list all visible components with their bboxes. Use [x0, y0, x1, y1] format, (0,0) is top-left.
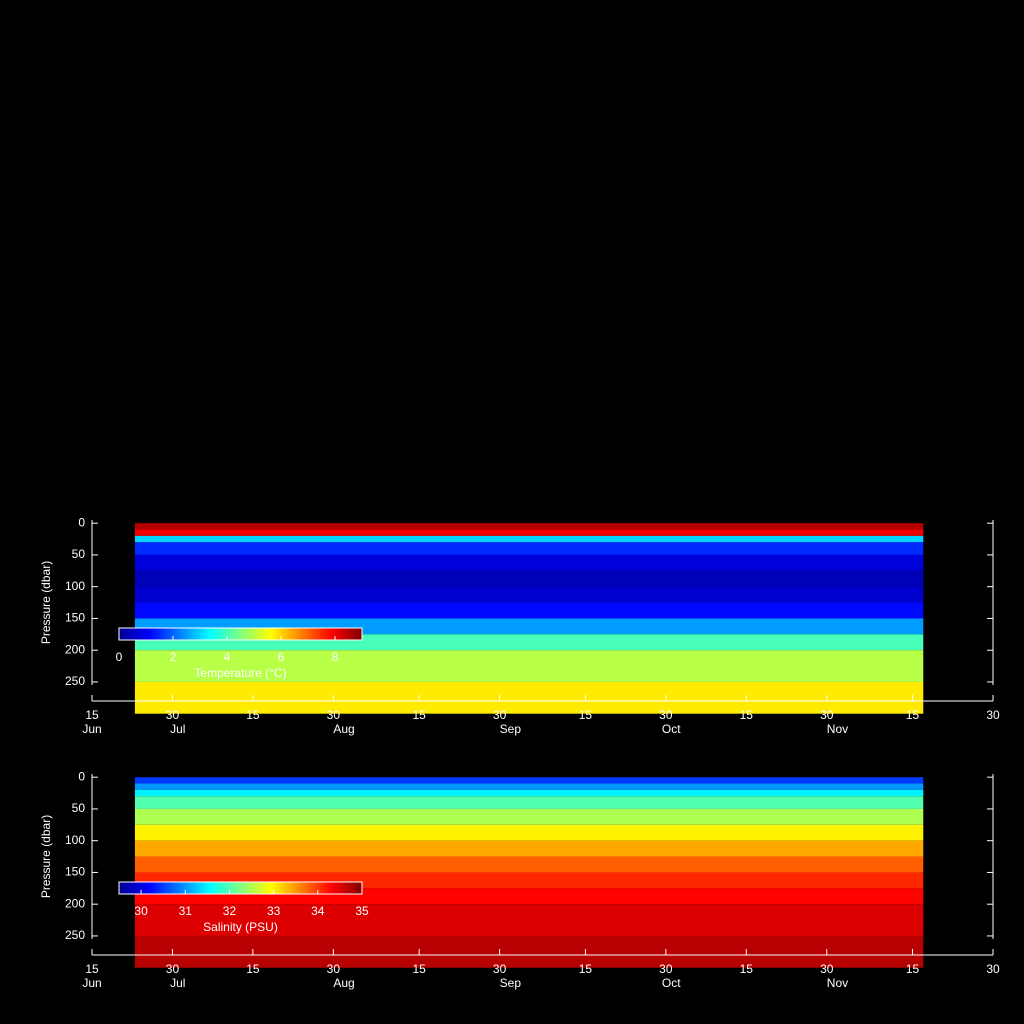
heat-band	[134, 808, 924, 825]
heat-band	[134, 586, 924, 603]
x-tick-label: 15	[740, 708, 754, 722]
y-tick-label: 0	[78, 515, 85, 529]
month-label: Sep	[500, 976, 522, 990]
x-tick-label: 30	[986, 962, 1000, 976]
y-tick-label: 100	[65, 579, 85, 593]
heat-band	[134, 840, 924, 857]
month-label: Aug	[333, 722, 354, 736]
colorbar-tick-label: 2	[170, 650, 177, 664]
heat-band	[134, 796, 924, 809]
y-tick-label: 0	[78, 769, 85, 783]
heat-band	[134, 554, 924, 571]
y-tick-label: 200	[65, 896, 85, 910]
heat-band	[134, 535, 924, 543]
heat-band	[134, 789, 924, 797]
x-tick-label: 30	[327, 708, 341, 722]
x-tick-label: 30	[327, 962, 341, 976]
month-label: Jul	[170, 976, 185, 990]
colorbar	[118, 627, 363, 641]
x-tick-label: 15	[85, 708, 99, 722]
x-tick-label: 30	[166, 708, 180, 722]
colorbar-label: Salinity (PSU)	[203, 920, 278, 934]
y-tick-label: 150	[65, 611, 85, 625]
month-label: Sep	[500, 722, 522, 736]
colorbar-tick-label: 6	[278, 650, 285, 664]
y-tick-label: 150	[65, 865, 85, 879]
colorbar-tick-label: 4	[224, 650, 231, 664]
heat-band	[134, 783, 924, 790]
heat-band	[134, 856, 924, 873]
x-tick-label: 15	[740, 962, 754, 976]
x-tick-label: 15	[246, 708, 260, 722]
x-tick-label: 15	[412, 708, 426, 722]
x-tick-label: 15	[412, 962, 426, 976]
x-tick-label: 15	[579, 708, 593, 722]
month-label: Jun	[82, 976, 101, 990]
heat-band	[134, 904, 924, 936]
colorbar-tick-label: 34	[311, 904, 325, 918]
x-tick-label: 30	[820, 962, 834, 976]
heat-band	[134, 602, 924, 619]
month-label: Nov	[827, 976, 848, 990]
heat-band	[134, 650, 924, 682]
x-tick-label: 30	[659, 962, 673, 976]
month-label: Aug	[333, 976, 354, 990]
colorbar-tick-label: 0	[116, 650, 123, 664]
month-label: Nov	[827, 722, 848, 736]
x-tick-label: 15	[906, 708, 920, 722]
heat-band	[134, 542, 924, 555]
heat-band	[134, 570, 924, 587]
heat-band	[134, 523, 924, 530]
heat-band	[134, 681, 924, 714]
colorbar-tick-label: 33	[267, 904, 281, 918]
month-label: Oct	[662, 976, 681, 990]
y-tick-label: 200	[65, 642, 85, 656]
x-tick-label: 30	[493, 708, 507, 722]
x-tick-label: 15	[579, 962, 593, 976]
heat-band	[134, 824, 924, 841]
y-axis-label: Pressure (dbar)	[39, 561, 53, 644]
colorbar-label: Temperature (°C)	[194, 666, 286, 680]
x-tick-label: 30	[820, 708, 834, 722]
y-tick-label: 250	[65, 674, 85, 688]
y-tick-label: 100	[65, 833, 85, 847]
x-tick-label: 15	[85, 962, 99, 976]
y-axis-label: Pressure (dbar)	[39, 815, 53, 898]
x-tick-label: 30	[986, 708, 1000, 722]
month-label: Jun	[82, 722, 101, 736]
x-tick-label: 30	[659, 708, 673, 722]
month-label: Oct	[662, 722, 681, 736]
colorbar	[118, 881, 363, 895]
y-tick-label: 50	[72, 801, 86, 815]
colorbar-tick-label: 30	[134, 904, 148, 918]
x-tick-label: 15	[906, 962, 920, 976]
heat-band	[134, 935, 924, 968]
x-tick-label: 30	[166, 962, 180, 976]
x-tick-label: 15	[246, 962, 260, 976]
month-label: Jul	[170, 722, 185, 736]
colorbar-tick-label: 35	[355, 904, 369, 918]
colorbar-tick-label: 31	[179, 904, 193, 918]
colorbar-tick-label: 32	[223, 904, 237, 918]
colorbar-tick-label: 8	[332, 650, 339, 664]
x-tick-label: 30	[493, 962, 507, 976]
y-tick-label: 50	[72, 547, 86, 561]
heat-band	[134, 777, 924, 784]
heat-band	[134, 529, 924, 536]
y-tick-label: 250	[65, 928, 85, 942]
